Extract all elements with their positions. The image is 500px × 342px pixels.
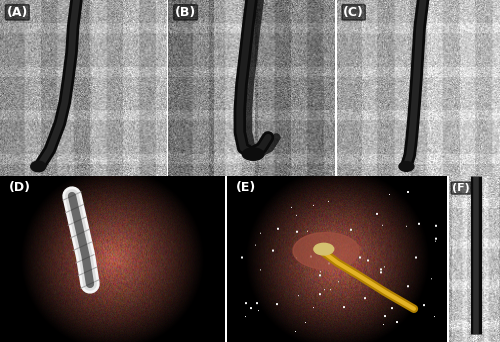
Ellipse shape — [399, 162, 414, 171]
Text: (A): (A) — [6, 6, 28, 19]
Text: (F): (F) — [452, 183, 470, 193]
Ellipse shape — [242, 148, 264, 160]
Ellipse shape — [31, 161, 46, 172]
Text: (C): (C) — [344, 6, 364, 19]
Text: (E): (E) — [236, 181, 256, 194]
Ellipse shape — [293, 233, 359, 269]
Text: (D): (D) — [9, 181, 31, 194]
Text: (B): (B) — [175, 6, 196, 19]
Ellipse shape — [314, 243, 334, 255]
